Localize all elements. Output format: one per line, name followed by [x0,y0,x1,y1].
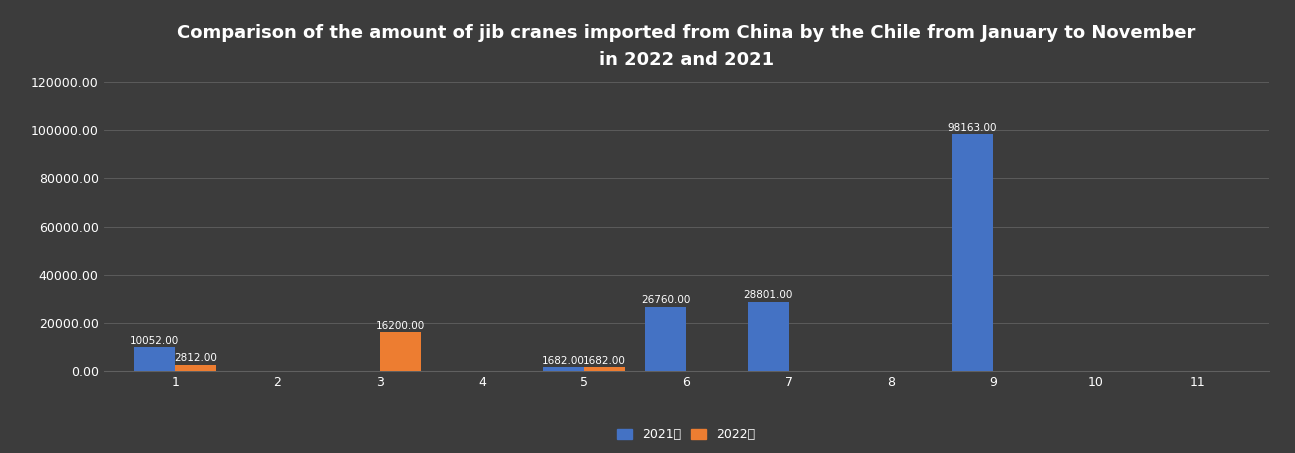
Bar [135,347,175,371]
Title: Comparison of the amount of jib cranes imported from China by the Chile from Jan: Comparison of the amount of jib cranes i… [177,24,1195,69]
Text: 1682.00: 1682.00 [583,356,625,366]
Bar [543,367,584,371]
Bar [952,134,993,371]
Text: 10052.00: 10052.00 [130,336,179,346]
Text: 28801.00: 28801.00 [743,290,793,300]
Text: 16200.00: 16200.00 [376,321,425,331]
Text: 2812.00: 2812.00 [174,353,218,363]
Bar [747,302,789,371]
Text: 1682.00: 1682.00 [543,356,585,366]
Text: 98163.00: 98163.00 [948,123,997,133]
Bar [175,365,216,371]
Legend: 2021年, 2022年: 2021年, 2022年 [613,424,760,446]
Bar [379,333,421,371]
Bar [645,307,686,371]
Bar [584,367,625,371]
Text: 26760.00: 26760.00 [641,295,690,305]
